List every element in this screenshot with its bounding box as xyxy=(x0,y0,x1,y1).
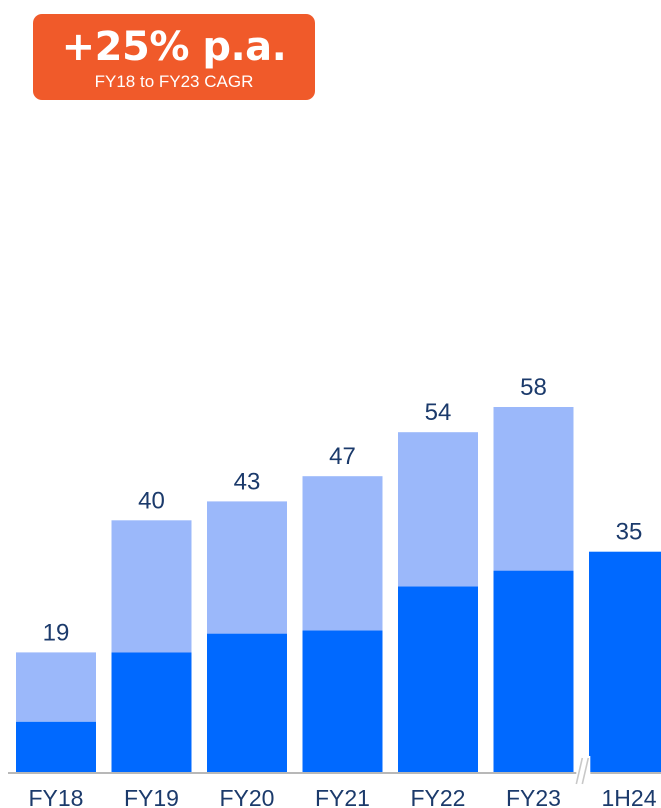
bar-fy21-lower xyxy=(302,630,383,772)
bar-fy21-upper xyxy=(302,476,383,631)
bars-group xyxy=(16,407,661,772)
bar-fy18-upper xyxy=(16,652,96,722)
tick-label-fy23: FY23 xyxy=(506,785,561,808)
cagr-headline: +25% p.a. xyxy=(61,24,287,70)
bar-fy19-upper xyxy=(111,520,192,653)
value-label-fy18: 19 xyxy=(43,619,70,646)
tick-label-fy19: FY19 xyxy=(124,785,179,808)
value-label-fy19: 40 xyxy=(138,487,165,514)
value-labels-group: 19 40 43 47 54 58 35 xyxy=(43,374,643,646)
bar-fy23-lower xyxy=(493,570,574,772)
bar-fy19-lower xyxy=(111,652,192,772)
tick-label-fy20: FY20 xyxy=(220,785,275,808)
bar-fy23-upper xyxy=(493,407,574,571)
cagr-subtitle: FY18 to FY23 CAGR xyxy=(94,72,254,91)
cagr-badge: +25% p.a. FY18 to FY23 CAGR xyxy=(33,14,315,100)
bar-fy22-upper xyxy=(398,432,478,587)
x-tick-labels-group: FY18 FY19 FY20 FY21 FY22 FY23 1H24 xyxy=(29,785,657,808)
bar-fy18-lower xyxy=(16,721,96,772)
value-label-fy22: 54 xyxy=(425,399,452,426)
bar-fy22-lower xyxy=(398,586,478,772)
value-label-fy20: 43 xyxy=(234,468,261,495)
value-label-1h24: 35 xyxy=(616,519,643,546)
bar-fy20-lower xyxy=(207,633,287,772)
bar-fy20-upper xyxy=(207,501,287,634)
tick-label-fy21: FY21 xyxy=(315,785,370,808)
bar-1h24-lower xyxy=(589,551,661,772)
tick-label-fy22: FY22 xyxy=(411,785,466,808)
tick-label-fy18: FY18 xyxy=(29,785,84,808)
axis-break-mark xyxy=(575,756,591,785)
value-label-fy23: 58 xyxy=(520,374,547,401)
axis-break-slash-1 xyxy=(575,757,584,785)
tick-label-1h24: 1H24 xyxy=(602,785,657,808)
axis-break-slash-2 xyxy=(581,757,590,785)
value-label-fy21: 47 xyxy=(329,443,356,470)
